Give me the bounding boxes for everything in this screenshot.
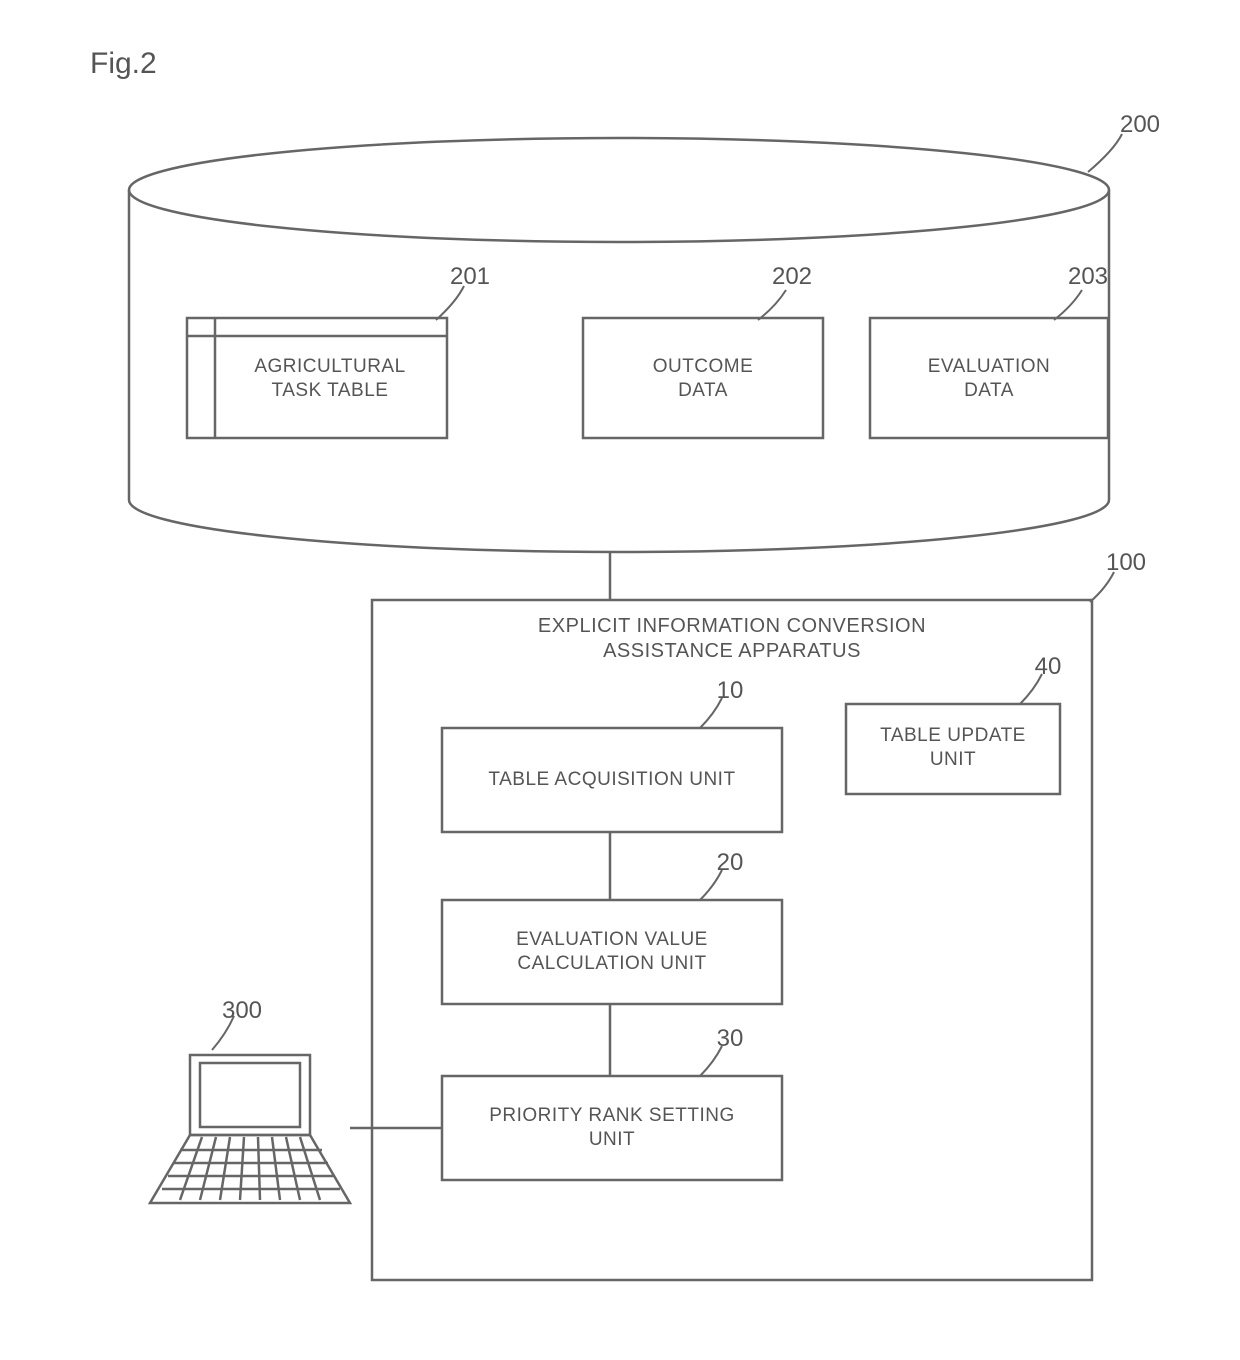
label-upd: TABLE UPDATE UNIT [846, 724, 1060, 772]
laptop-icon [150, 1055, 350, 1203]
ref-10: 10 [710, 676, 750, 706]
label-acq: TABLE ACQUISITION UNIT [442, 768, 782, 792]
ref-300: 300 [212, 996, 272, 1026]
label-eval: EVALUATION VALUE CALCULATION UNIT [442, 928, 782, 976]
label-201: AGRICULTURAL TASK TABLE [225, 355, 435, 403]
ref-100: 100 [1096, 548, 1156, 578]
ref-201: 201 [440, 262, 500, 292]
ref-30: 30 [710, 1024, 750, 1054]
label-202: OUTCOME DATA [583, 355, 823, 403]
ref-203: 203 [1058, 262, 1118, 292]
ref-202: 202 [762, 262, 822, 292]
ref-200: 200 [1100, 110, 1180, 140]
label-203: EVALUATION DATA [870, 355, 1108, 403]
label-pri: PRIORITY RANK SETTING UNIT [442, 1104, 782, 1152]
figure-label: Fig.2 [90, 45, 210, 83]
ref-20: 20 [710, 848, 750, 878]
database-cylinder [129, 138, 1109, 552]
apparatus-title: EXPLICIT INFORMATION CONVERSION ASSISTAN… [372, 614, 1092, 664]
